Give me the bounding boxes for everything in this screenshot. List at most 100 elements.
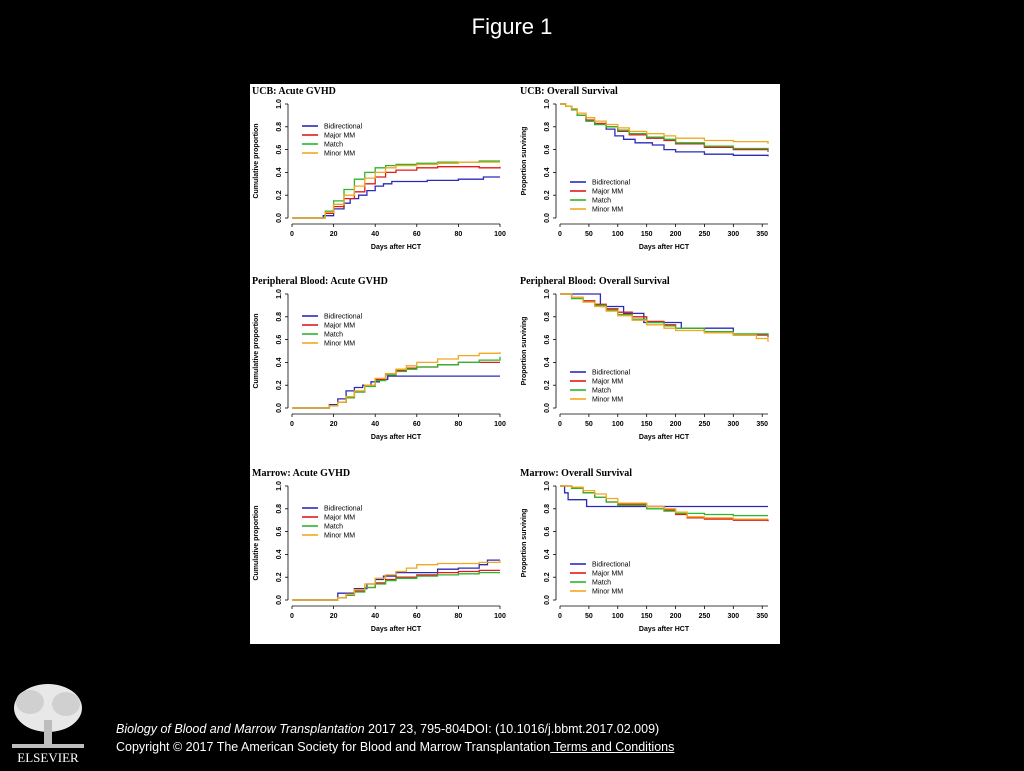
chart2-y-axis-label: Proportion surviving — [521, 127, 528, 196]
chart5-y-axis-label: Cumulative proportion — [253, 505, 260, 580]
chart4-title: Peripheral Blood: Overall Survival — [520, 276, 670, 287]
chart4-y-tick-label: 0.2 — [544, 380, 551, 390]
chart2-legend-label: Match — [592, 198, 611, 205]
chart3-x-tick-label: 60 — [413, 421, 421, 428]
chart2-x-tick-label: 350 — [756, 231, 768, 238]
figure-svg: UCB: Acute GVHD 0.0 0.2 0.4 0.6 0.8 1.0 0 20 40 60… — [252, 86, 769, 633]
chart6-y-tick-label: 0.6 — [544, 527, 551, 537]
chart2-y-tick-label: 0.8 — [544, 122, 551, 132]
chart5-x-tick-label: 20 — [330, 613, 338, 620]
chart4-x-tick-label: 150 — [641, 421, 653, 428]
chart5-x-tick-label: 100 — [494, 613, 506, 620]
chart2-series-match — [560, 103, 769, 151]
chart6-y-tick-label: 0.8 — [544, 504, 551, 514]
chart2-x-tick-label: 300 — [727, 231, 739, 238]
chart5-y-tick-label: 0.0 — [276, 595, 283, 605]
chart3-series-minor-mm — [292, 352, 501, 409]
chart2-x-tick-label: 100 — [612, 231, 624, 238]
chart1-y-tick-label: 0.2 — [276, 190, 283, 200]
chart6-y-tick-label: 1.0 — [544, 481, 551, 491]
chart1-x-axis-label: Days after HCT — [371, 244, 422, 251]
terms-link[interactable]: Terms and Conditions — [550, 740, 675, 754]
chart1-series-minor-mm — [292, 161, 500, 219]
chart1-legend-label: Bidirectional — [324, 124, 363, 131]
chart2-x-tick-label: 0 — [558, 231, 562, 238]
chart5-title: Marrow: Acute GVHD — [252, 468, 350, 479]
chart6-x-tick-label: 150 — [641, 613, 653, 620]
chart2-y-tick-label: 0.0 — [544, 213, 551, 223]
chart1-x-tick-label: 40 — [371, 231, 379, 238]
chart1-y-tick-label: 0.0 — [276, 213, 283, 223]
chart4-x-tick-label: 300 — [727, 421, 739, 428]
chart2-legend-label: Bidirectional — [592, 180, 631, 187]
chart1-legend-label: Match — [324, 142, 343, 149]
chart6-x-tick-label: 350 — [756, 613, 768, 620]
chart2-series-minor-mm — [560, 103, 769, 144]
chart6-y-tick-label: 0.2 — [544, 572, 551, 582]
chart4-x-axis-label: Days after HCT — [639, 434, 690, 441]
chart5-x-tick-label: 40 — [371, 613, 379, 620]
chart2-y-tick-label: 0.6 — [544, 145, 551, 155]
chart1-y-tick-label: 0.8 — [276, 122, 283, 132]
citation-line: Biology of Blood and Marrow Transplantat… — [116, 720, 1016, 738]
chart5-x-tick-label: 60 — [413, 613, 421, 620]
chart5-legend-label: Bidirectional — [324, 506, 363, 513]
chart5-x-axis-label: Days after HCT — [371, 626, 422, 633]
chart3-legend-label: Minor MM — [324, 341, 355, 348]
chart5-legend-label: Minor MM — [324, 533, 355, 540]
chart4-legend-label: Minor MM — [592, 397, 623, 404]
chart4-x-tick-label: 0 — [558, 421, 562, 428]
chart3-legend-label: Major MM — [324, 323, 355, 330]
chart3-x-axis-label: Days after HCT — [371, 434, 422, 441]
chart6-legend-label: Bidirectional — [592, 562, 631, 569]
chart5-y-tick-label: 0.6 — [276, 527, 283, 537]
tree-icon: ELSEVIER — [8, 680, 88, 765]
chart5-y-tick-label: 0.2 — [276, 572, 283, 582]
chart4-legend-label: Match — [592, 388, 611, 395]
chart4-x-tick-label: 250 — [699, 421, 711, 428]
chart2-y-tick-label: 1.0 — [544, 99, 551, 109]
chart6-x-axis-label: Days after HCT — [639, 626, 690, 633]
chart2-x-tick-label: 50 — [585, 231, 593, 238]
chart1-x-tick-label: 100 — [494, 231, 506, 238]
chart5-legend-label: Match — [324, 524, 343, 531]
chart5-y-tick-label: 1.0 — [276, 481, 283, 491]
chart6-title: Marrow: Overall Survival — [520, 468, 632, 479]
chart3-title: Peripheral Blood: Acute GVHD — [252, 276, 388, 287]
chart1-title: UCB: Acute GVHD — [252, 86, 336, 97]
chart4-y-tick-label: 0.6 — [544, 335, 551, 345]
chart3-series-match — [292, 356, 501, 409]
chart3-x-tick-label: 80 — [455, 421, 463, 428]
copyright-text: Copyright © 2017 The American Society fo… — [116, 740, 551, 754]
chart2-y-tick-label: 0.2 — [544, 190, 551, 200]
elsevier-logo: ELSEVIER — [8, 680, 88, 766]
chart4-x-tick-label: 200 — [670, 421, 682, 428]
chart2-legend-label: Major MM — [592, 189, 623, 196]
chart6-x-tick-label: 250 — [699, 613, 711, 620]
chart5-y-tick-label: 0.4 — [276, 549, 283, 559]
chart1-legend-label: Major MM — [324, 133, 355, 140]
chart3-y-tick-label: 0.4 — [276, 357, 283, 367]
chart1-x-tick-label: 0 — [290, 231, 294, 238]
chart6-y-tick-label: 0.0 — [544, 595, 551, 605]
chart2-y-tick-label: 0.4 — [544, 167, 551, 177]
chart6-x-tick-label: 0 — [558, 613, 562, 620]
chart4-x-tick-label: 350 — [756, 421, 768, 428]
slide-title: Figure 1 — [471, 14, 553, 39]
chart1-x-tick-label: 80 — [455, 231, 463, 238]
chart1-series-major-mm — [292, 166, 501, 219]
chart4-series-major-mm — [560, 293, 769, 338]
chart2-x-tick-label: 250 — [699, 231, 711, 238]
chart1-legend-label: Minor MM — [324, 151, 355, 158]
chart3-x-tick-label: 0 — [290, 421, 294, 428]
chart6-legend-label: Match — [592, 580, 611, 587]
chart5-x-tick-label: 80 — [455, 613, 463, 620]
chart2-x-tick-label: 150 — [641, 231, 653, 238]
chart6-series-minor-mm — [560, 485, 768, 520]
chart6-series-bidirectional — [560, 485, 768, 508]
chart6-x-tick-label: 50 — [585, 613, 593, 620]
chart3-y-tick-label: 1.0 — [276, 289, 283, 299]
chart1-y-tick-label: 0.6 — [276, 145, 283, 155]
chart6-legend-label: Minor MM — [592, 589, 623, 596]
chart3-x-tick-label: 100 — [494, 421, 506, 428]
